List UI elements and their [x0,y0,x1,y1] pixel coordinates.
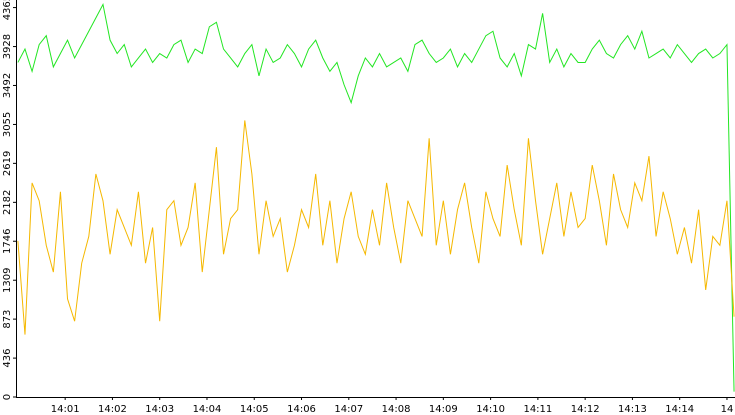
x-tick-label: 14:09 [429,404,458,415]
y-tick-label: 2182 [2,190,13,215]
y-tick-label: 3492 [2,73,13,98]
x-tick-label: 14 [721,404,734,415]
y-tick-label: 0 [2,394,13,400]
y-tick-label: 873 [2,310,13,329]
y-tick-label: 4365 [2,0,13,20]
x-tick-label: 14:12 [571,404,600,415]
x-tick-label: 14:08 [382,404,411,415]
x-tick-label: 14:13 [618,404,647,415]
x-tick-label: 14:07 [334,404,363,415]
x-tick-label: 14:05 [240,404,269,415]
x-tick-label: 14:04 [193,404,222,415]
y-tick-label: 436 [2,349,13,368]
x-tick-label: 14:14 [665,404,694,415]
series-line [17,120,735,335]
x-tick-label: 14:06 [287,404,316,415]
series-line [17,2,735,392]
x-tick-label: 14:02 [98,404,127,415]
x-tick-label: 14:01 [51,404,80,415]
y-tick-label: 3055 [2,112,13,137]
x-tick-label: 14:11 [523,404,552,415]
y-tick-label: 1746 [2,229,13,254]
x-tick-label: 14:03 [145,404,174,415]
y-tick-label: 3928 [2,34,13,59]
y-tick-label: 1309 [2,267,13,292]
y-tick-label: 2619 [2,151,13,176]
x-tick-label: 14:10 [476,404,505,415]
